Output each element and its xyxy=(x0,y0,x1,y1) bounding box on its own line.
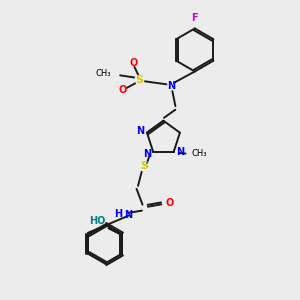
Text: O: O xyxy=(119,85,127,95)
Text: N: N xyxy=(124,210,132,220)
Text: N: N xyxy=(167,81,175,91)
Text: O: O xyxy=(130,58,138,68)
Text: N: N xyxy=(177,147,185,157)
Text: F: F xyxy=(191,13,198,23)
Text: CH₃: CH₃ xyxy=(191,149,207,158)
Text: H: H xyxy=(114,209,122,219)
Text: N: N xyxy=(136,126,144,136)
Text: S: S xyxy=(136,75,143,85)
Text: O: O xyxy=(166,198,174,208)
Text: N: N xyxy=(143,148,151,159)
Text: S: S xyxy=(140,161,148,171)
Text: HO: HO xyxy=(89,216,106,226)
Text: CH₃: CH₃ xyxy=(96,69,111,78)
